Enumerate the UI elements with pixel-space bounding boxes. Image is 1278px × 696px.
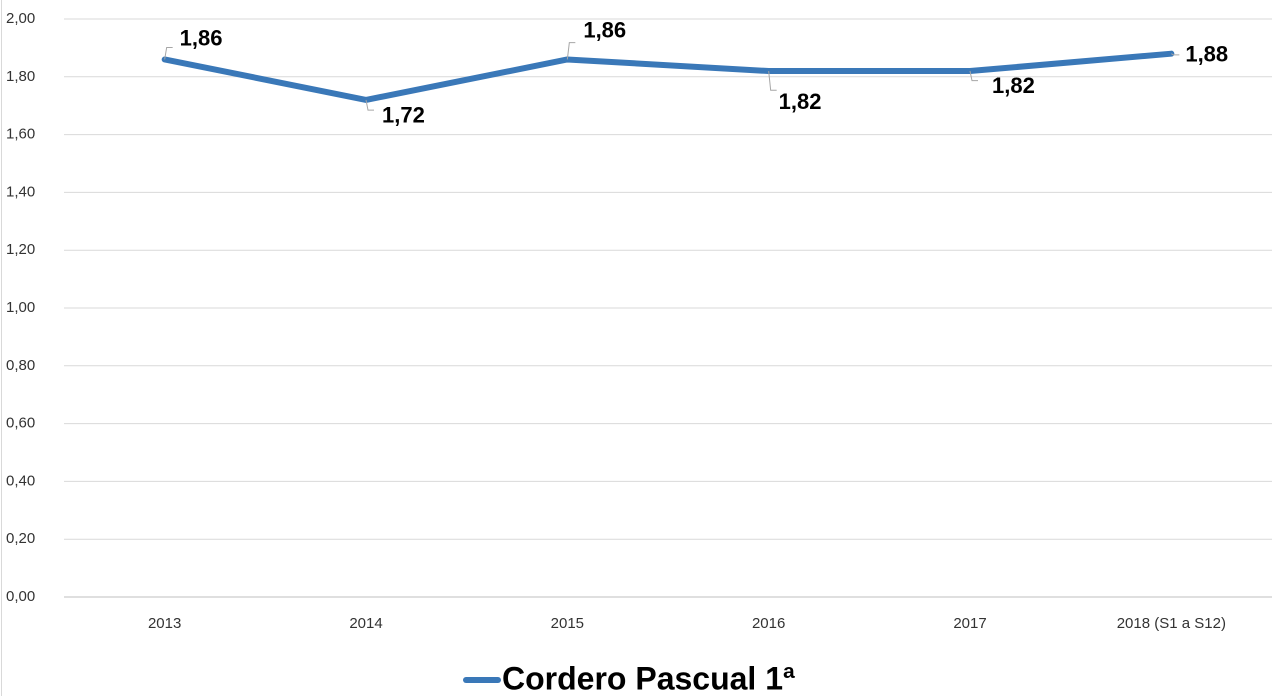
x-tick-label: 2015: [551, 615, 584, 632]
leader-line: [1171, 53, 1180, 56]
legend-label: Cordero Pascual 1ª: [502, 660, 795, 696]
y-tick-label: 0,20: [6, 530, 35, 547]
x-tick-label: 2018 (S1 a S12): [1117, 615, 1226, 632]
y-tick-label: 1,20: [6, 241, 35, 258]
y-tick-label: 1,40: [6, 183, 35, 200]
y-tick-label: 0,80: [6, 357, 35, 374]
data-label: 1,82: [992, 73, 1035, 98]
y-tick-label: 1,60: [6, 126, 35, 143]
y-tick-label: 0,00: [6, 588, 35, 605]
y-tick-label: 0,60: [6, 415, 35, 432]
data-label: 1,86: [180, 25, 223, 50]
y-tick-label: 2,00: [6, 10, 35, 27]
leader-line: [365, 99, 374, 111]
x-tick-label: 2016: [752, 615, 785, 632]
leader-line: [566, 42, 576, 60]
leader-line: [969, 70, 978, 82]
x-tick-label: 2013: [148, 615, 181, 632]
y-tick-label: 1,00: [6, 299, 35, 316]
y-tick-label: 1,80: [6, 68, 35, 85]
line-series: [161, 50, 1175, 103]
leader-line: [768, 70, 777, 91]
x-tick-label: 2014: [349, 615, 382, 632]
leader-line: [164, 46, 173, 60]
data-label: 1,88: [1185, 41, 1228, 66]
data-label: 1,86: [583, 17, 626, 42]
data-label: 1,82: [779, 89, 822, 114]
y-tick-label: 0,40: [6, 472, 35, 489]
data-label: 1,72: [382, 103, 425, 128]
x-tick-label: 2017: [953, 615, 986, 632]
